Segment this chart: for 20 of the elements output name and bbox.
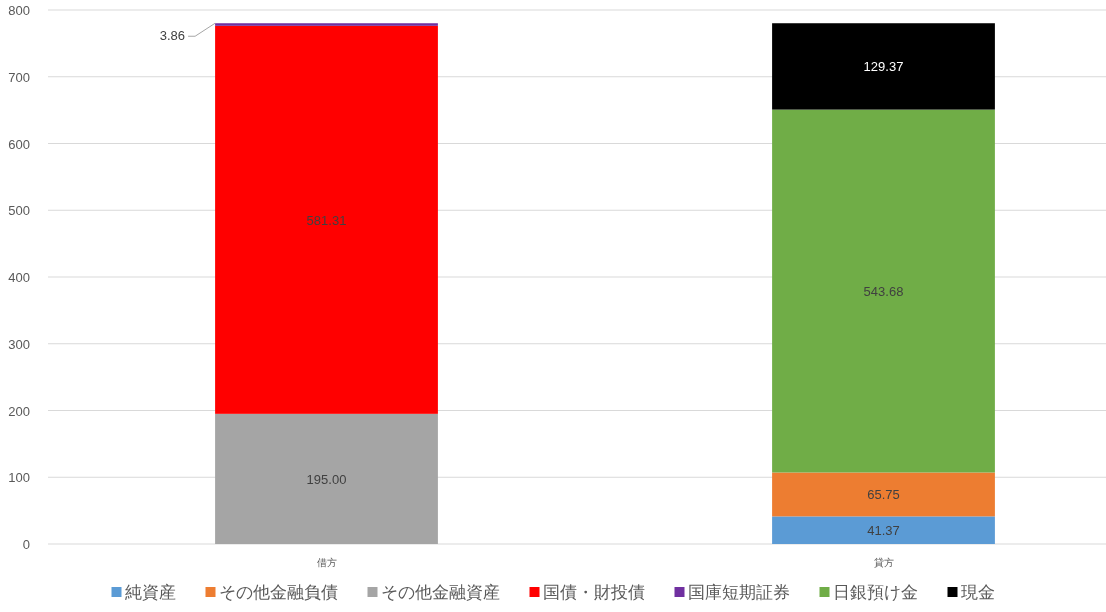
x-tick-label: 借方: [316, 557, 337, 568]
legend-label: 現金: [960, 583, 995, 602]
y-tick-label: 100: [8, 470, 30, 486]
y-tick-label: 700: [8, 69, 30, 85]
data-label: 41.37: [867, 523, 900, 539]
data-label: 195.00: [306, 471, 347, 487]
y-tick-label: 0: [22, 537, 30, 552]
y-tick-label: 600: [8, 136, 30, 152]
data-label: 581.31: [306, 212, 347, 228]
y-tick-label: 800: [8, 3, 30, 18]
y-tick-label: 400: [8, 270, 30, 285]
data-label: 65.75: [867, 487, 900, 503]
y-tick-label: 200: [8, 403, 30, 419]
data-label: 129.37: [863, 59, 904, 75]
y-tick-label: 300: [8, 336, 30, 352]
data-label: 3.86: [159, 28, 186, 44]
data-label: 543.68: [863, 284, 904, 300]
legend-label: 純資産: [124, 583, 176, 602]
y-tick-label: 500: [8, 203, 30, 219]
x-tick-label: 貸方: [873, 557, 894, 568]
